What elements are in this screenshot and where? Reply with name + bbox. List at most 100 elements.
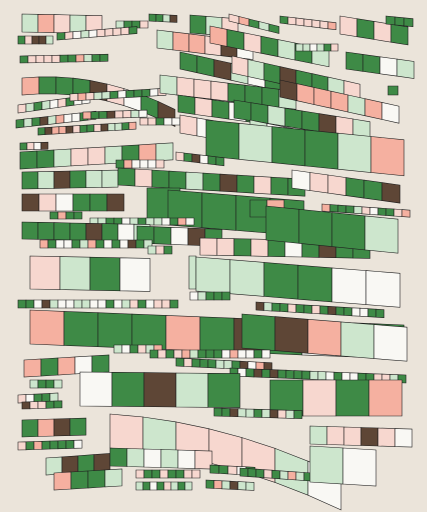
tile-strip [21, 221, 151, 242]
mosaic-tile [302, 43, 311, 52]
mosaic-tile [72, 30, 82, 40]
mosaic-tile [111, 371, 145, 407]
mosaic-tile [270, 176, 289, 196]
mosaic-tile [188, 255, 197, 290]
mosaic-tile [237, 408, 247, 418]
mosaic-tile [79, 239, 89, 249]
mosaic-tile [133, 89, 143, 98]
mosaic-tile [19, 150, 38, 170]
mosaic-tile [385, 15, 396, 26]
mosaic-tile [137, 299, 147, 309]
mosaic-tile [17, 299, 27, 309]
mosaic-tile [114, 122, 123, 131]
mosaic-tile [71, 112, 81, 123]
mosaic-tile [21, 13, 39, 33]
mosaic-tile [169, 217, 179, 226]
mosaic-tile [131, 159, 141, 169]
mosaic-tile [96, 28, 106, 38]
tile-strip [19, 142, 174, 170]
mosaic-tile [148, 13, 157, 22]
mosaic-tile [117, 223, 135, 242]
mosaic-tile [77, 454, 95, 474]
mosaic-tile [90, 111, 100, 120]
mosaic-tile [49, 440, 59, 450]
mosaic-tile [143, 372, 177, 408]
mosaic-tile [309, 172, 329, 194]
mosaic-tile [169, 14, 178, 23]
tile-strip [321, 203, 411, 218]
mosaic-tile [41, 440, 51, 450]
mosaic-tile [135, 239, 145, 249]
mosaic-tile [47, 239, 57, 249]
mosaic-tile [207, 372, 241, 408]
mosaic-tile [156, 29, 174, 51]
mosaic-tile [327, 305, 337, 316]
mosaic-tile [303, 304, 313, 314]
mosaic-tile [318, 113, 337, 135]
mosaic-tile [33, 142, 42, 150]
mosaic-tile [53, 471, 72, 491]
mosaic-tile [63, 113, 73, 124]
mosaic-tile [19, 142, 28, 151]
mosaic-tile [191, 358, 201, 368]
tile-strip [149, 349, 271, 359]
mosaic-tile [40, 141, 49, 150]
mosaic-tile [72, 125, 81, 134]
mosaic-tile [130, 109, 140, 118]
mosaic-tile [129, 344, 139, 354]
mosaic-tile [111, 239, 121, 249]
mosaic-tile [33, 299, 43, 309]
tile-strip [135, 469, 201, 479]
mosaic-tile [89, 193, 108, 212]
mosaic-tile [145, 217, 155, 226]
mosaic-tile [65, 211, 75, 220]
mosaic-tile [115, 159, 125, 169]
mosaic-tile [91, 54, 101, 62]
mosaic-tile [36, 149, 55, 169]
mosaic-tile [237, 481, 247, 491]
mosaic-tile [128, 26, 138, 35]
mosaic-tile [95, 239, 105, 249]
mosaic-tile [103, 239, 113, 249]
tile-strip [49, 211, 83, 220]
mosaic-tile [293, 370, 303, 380]
mosaic-tile [29, 379, 39, 389]
mosaic-tile [381, 102, 400, 124]
mosaic-tile [105, 299, 115, 309]
mosaic-tile [40, 357, 59, 377]
mosaic-tile [31, 117, 41, 127]
mosaic-tile [159, 74, 178, 96]
mosaic-tile [250, 102, 269, 124]
mosaic-tile [317, 371, 327, 381]
mosaic-tile [79, 371, 113, 407]
mosaic-tile [85, 170, 103, 189]
mosaic-tile [153, 299, 163, 309]
tile-strip [339, 15, 409, 46]
mosaic-tile [38, 76, 57, 95]
mosaic-tile [29, 401, 39, 410]
mosaic-tile [149, 88, 159, 97]
tile-strip [21, 417, 87, 438]
mosaic-tile [161, 217, 171, 226]
mosaic-tile [253, 349, 263, 359]
mosaic-tile [37, 418, 55, 437]
mosaic-tile [99, 53, 109, 62]
mosaic-tile [123, 159, 133, 169]
mosaic-tile [75, 54, 85, 63]
tile-strip [109, 447, 213, 470]
mosaic-tile [65, 299, 75, 309]
mosaic-tile [199, 358, 209, 368]
mosaic-tile [163, 481, 172, 491]
mosaic-tile [209, 464, 220, 474]
mosaic-tile [205, 291, 215, 301]
mosaic-tile [185, 217, 195, 226]
mosaic-tile [245, 349, 255, 359]
mosaic-tile [238, 122, 273, 163]
mosaic-tile [170, 227, 189, 246]
mosaic-tile [340, 321, 375, 359]
mosaic-tile [309, 425, 328, 445]
mosaic-tile [25, 441, 35, 451]
tile-strip [29, 379, 63, 389]
mosaic-tile [337, 204, 347, 214]
